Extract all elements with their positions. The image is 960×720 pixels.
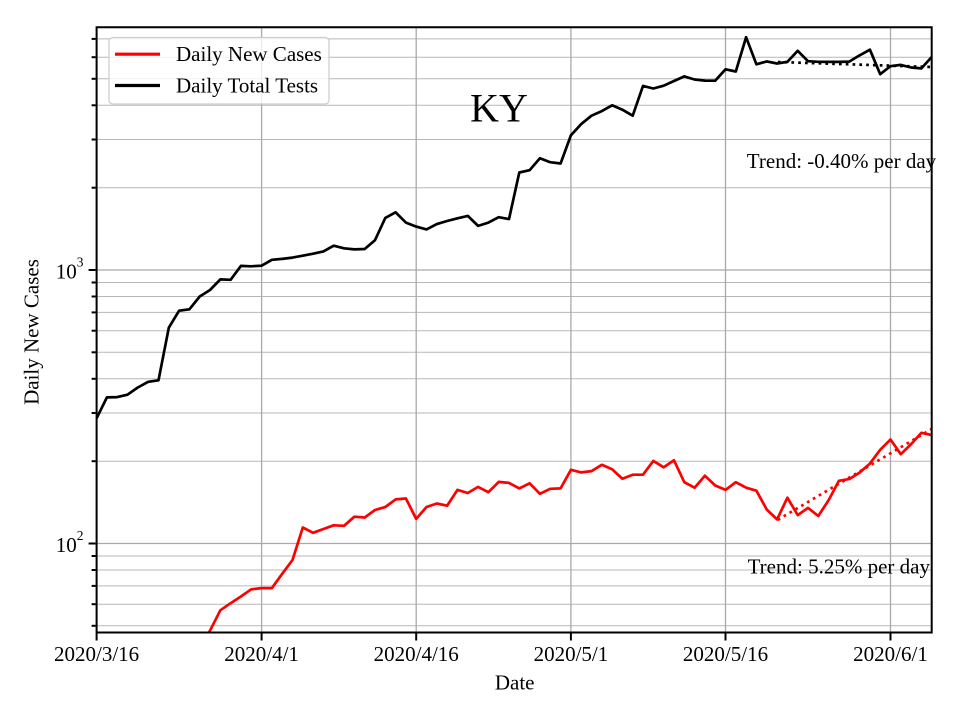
svg-text:2020/3/16: 2020/3/16 <box>54 642 139 666</box>
svg-text:Trend: 5.25% per day: Trend: 5.25% per day <box>748 555 931 579</box>
svg-text:2020/4/1: 2020/4/1 <box>224 642 299 666</box>
svg-text:2020/4/16: 2020/4/16 <box>374 642 459 666</box>
svg-text:KY: KY <box>470 86 528 131</box>
svg-text:Daily Total Tests: Daily Total Tests <box>176 73 318 97</box>
svg-text:2020/5/16: 2020/5/16 <box>683 642 768 666</box>
svg-text:Daily New Cases: Daily New Cases <box>176 42 322 66</box>
svg-text:Daily New Cases: Daily New Cases <box>20 259 44 405</box>
svg-text:Date: Date <box>495 670 535 694</box>
svg-text:2020/6/1: 2020/6/1 <box>853 642 928 666</box>
svg-text:2020/5/1: 2020/5/1 <box>534 642 609 666</box>
svg-text:Trend: -0.40% per day: Trend: -0.40% per day <box>747 149 937 173</box>
